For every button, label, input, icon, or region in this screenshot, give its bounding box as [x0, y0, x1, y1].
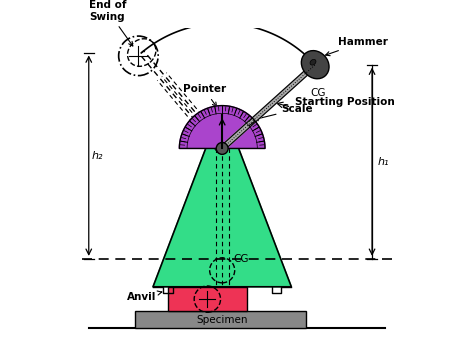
Circle shape [216, 143, 228, 154]
Bar [135, 312, 306, 328]
Text: Scale: Scale [254, 104, 313, 121]
Text: Starting Position: Starting Position [295, 97, 394, 107]
Text: h₁: h₁ [378, 157, 390, 167]
Polygon shape [220, 63, 317, 150]
Polygon shape [179, 106, 265, 148]
Text: Specimen: Specimen [196, 315, 248, 325]
Ellipse shape [310, 59, 316, 65]
Polygon shape [153, 148, 292, 287]
Text: h₂: h₂ [92, 151, 103, 161]
Text: Anvil: Anvil [127, 291, 162, 302]
Bar [168, 287, 247, 312]
Text: CG: CG [311, 88, 326, 98]
Text: CG: CG [234, 254, 249, 264]
Text: Hammer: Hammer [326, 37, 388, 56]
Text: End of
Swing: End of Swing [89, 0, 133, 46]
Text: Pointer: Pointer [182, 84, 226, 107]
Ellipse shape [301, 51, 329, 79]
